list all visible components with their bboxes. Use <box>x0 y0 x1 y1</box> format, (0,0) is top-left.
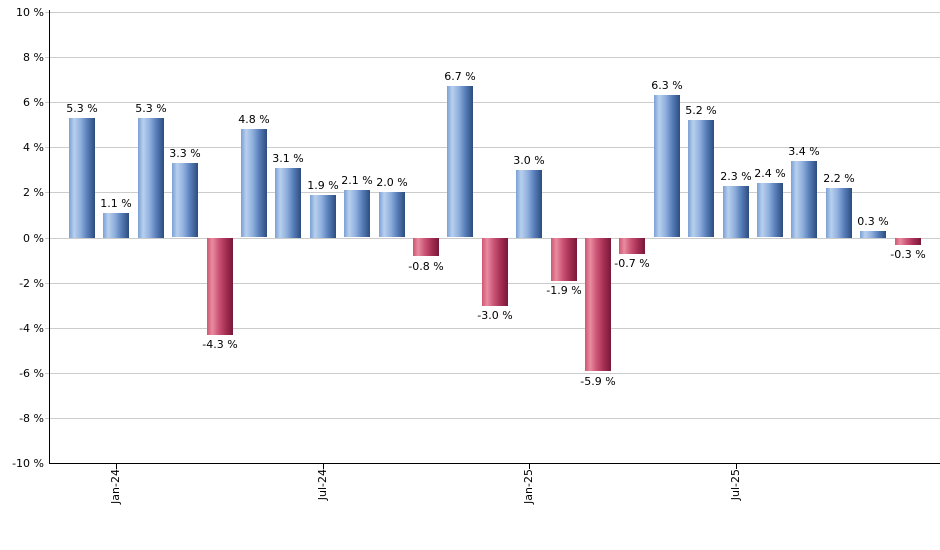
bar-positive <box>447 86 473 237</box>
bar-value-label: 2.2 % <box>823 172 855 185</box>
y-axis-tick-label: 10 % <box>16 6 44 19</box>
bar-positive <box>826 188 852 238</box>
gridline <box>45 328 940 329</box>
bar-positive <box>379 192 405 237</box>
x-axis-tick <box>323 464 324 469</box>
bar-value-label: 2.3 % <box>720 170 752 183</box>
x-axis-tick <box>529 464 530 469</box>
y-axis-tick-label: -6 % <box>19 367 44 380</box>
bar-value-label: -0.7 % <box>614 257 650 270</box>
bar-value-label: -0.8 % <box>408 260 444 273</box>
bar-positive <box>757 183 783 237</box>
y-axis-tick-label: -4 % <box>19 322 44 335</box>
bar-positive <box>654 95 680 237</box>
bar-positive <box>344 190 370 237</box>
bar-value-label: 6.7 % <box>444 70 476 83</box>
x-axis-tick <box>116 464 117 469</box>
gridline <box>45 373 940 374</box>
bar-value-label: 1.9 % <box>307 179 339 192</box>
bar-value-label: 5.3 % <box>135 102 167 115</box>
bar-negative <box>585 238 611 371</box>
bar-value-label: 4.8 % <box>238 113 270 126</box>
bar-positive <box>241 129 267 237</box>
x-axis-tick-label: Jul-24 <box>316 469 329 501</box>
bar-positive <box>69 118 95 238</box>
y-axis-tick-label: 6 % <box>23 96 44 109</box>
bar-value-label: -5.9 % <box>580 375 616 388</box>
bar-negative <box>482 238 508 306</box>
x-axis-line <box>49 463 940 464</box>
gridline <box>45 147 940 148</box>
y-axis-tick-label: -2 % <box>19 277 44 290</box>
y-axis-tick-label: 4 % <box>23 141 44 154</box>
gridline <box>45 418 940 419</box>
x-axis-tick-label: Jan-24 <box>109 469 122 504</box>
bar-positive <box>516 170 542 238</box>
bar-positive <box>103 213 129 238</box>
bar-value-label: -4.3 % <box>202 338 238 351</box>
bar-positive <box>172 163 198 237</box>
bar-value-label: 3.0 % <box>513 154 545 167</box>
x-axis-tick <box>736 464 737 469</box>
bar-value-label: 2.1 % <box>341 174 373 187</box>
bar-value-label: 5.3 % <box>66 102 98 115</box>
bar-value-label: -1.9 % <box>546 284 582 297</box>
gridline <box>45 57 940 58</box>
gridline <box>45 102 940 103</box>
y-axis-line <box>49 10 50 464</box>
bar-value-label: 2.4 % <box>754 167 786 180</box>
y-axis-tick-label: 2 % <box>23 186 44 199</box>
bar-negative <box>413 238 439 256</box>
bar-value-label: 5.2 % <box>685 104 717 117</box>
bar-positive <box>791 161 817 238</box>
bar-positive <box>310 195 336 238</box>
bar-value-label: 3.3 % <box>169 147 201 160</box>
gridline <box>45 12 940 13</box>
bar-positive <box>688 120 714 237</box>
bar-value-label: -3.0 % <box>477 309 513 322</box>
y-axis-tick-label: 8 % <box>23 51 44 64</box>
y-axis-tick-label: -10 % <box>12 457 44 470</box>
bar-positive <box>723 186 749 238</box>
x-axis-tick-label: Jul-25 <box>729 469 742 501</box>
bar-value-label: 0.3 % <box>857 215 889 228</box>
bar-positive <box>275 168 301 238</box>
bar-negative <box>895 238 921 245</box>
bar-value-label: 3.4 % <box>788 145 820 158</box>
bar-negative <box>551 238 577 281</box>
bar-negative <box>619 238 645 254</box>
x-axis-tick-label: Jan-25 <box>522 469 535 504</box>
bar-value-label: 1.1 % <box>100 197 132 210</box>
bar-value-label: 6.3 % <box>651 79 683 92</box>
gridline <box>45 192 940 193</box>
bar-value-label: 3.1 % <box>272 152 304 165</box>
y-axis-tick-label: 0 % <box>23 232 44 245</box>
bar-value-label: -0.3 % <box>890 248 926 261</box>
bar-positive <box>860 231 886 238</box>
bar-positive <box>138 118 164 238</box>
bar-negative <box>207 238 233 335</box>
bar-value-label: 2.0 % <box>376 176 408 189</box>
y-axis-tick-label: -8 % <box>19 412 44 425</box>
